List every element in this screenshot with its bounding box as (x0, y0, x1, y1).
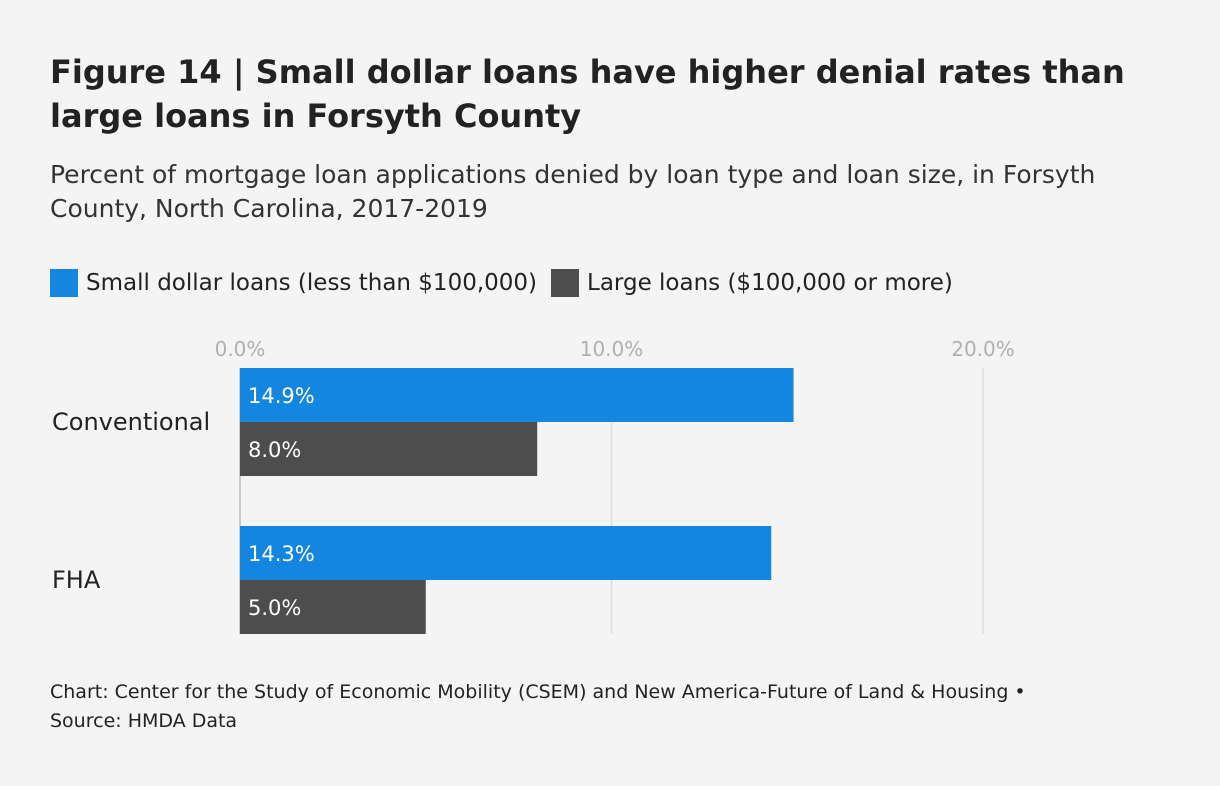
legend-label-small-loans: Small dollar loans (less than $100,000) (86, 270, 538, 296)
bar-chart: 0.0% 10.0% 20.0% Conventional 14.9% 8.0% FHA 14… (52, 337, 1015, 634)
legend-label-large-loans: Large loans ($100,000 or more) (587, 270, 953, 296)
bar-value-label: 14.9% (248, 384, 315, 408)
x-tick-label: 20.0% (951, 337, 1015, 361)
chart-title: Figure 14 | Small dollar loans have high… (50, 53, 1125, 135)
legend-item-large-loans: Large loans ($100,000 or more) (551, 269, 953, 297)
x-tick-label: 10.0% (580, 337, 644, 361)
x-tick-label: 0.0% (215, 337, 266, 361)
bar (240, 580, 426, 634)
bar (240, 368, 794, 422)
legend-swatch-large-loans (551, 269, 580, 297)
bar-value-label: 14.3% (248, 542, 315, 566)
chart-footer: Chart: Center for the Study of Economic … (50, 678, 1190, 736)
bar (240, 526, 772, 580)
chart-legend: Small dollar loans (less than $100,000) … (50, 266, 967, 300)
category-label: Conventional (52, 408, 210, 436)
category-label: FHA (52, 566, 101, 594)
footer-source: Source: HMDA Data (50, 710, 238, 732)
chart-subtitle: Percent of mortgage loan applications de… (50, 160, 1096, 223)
bar (240, 422, 538, 476)
legend-item-small-loans: Small dollar loans (less than $100,000) (50, 269, 537, 297)
bar-value-label: 5.0% (248, 596, 301, 620)
footer-credit: Chart: Center for the Study of Economic … (50, 681, 1026, 703)
legend-swatch-small-loans (50, 269, 78, 297)
bar-value-label: 8.0% (248, 438, 301, 462)
